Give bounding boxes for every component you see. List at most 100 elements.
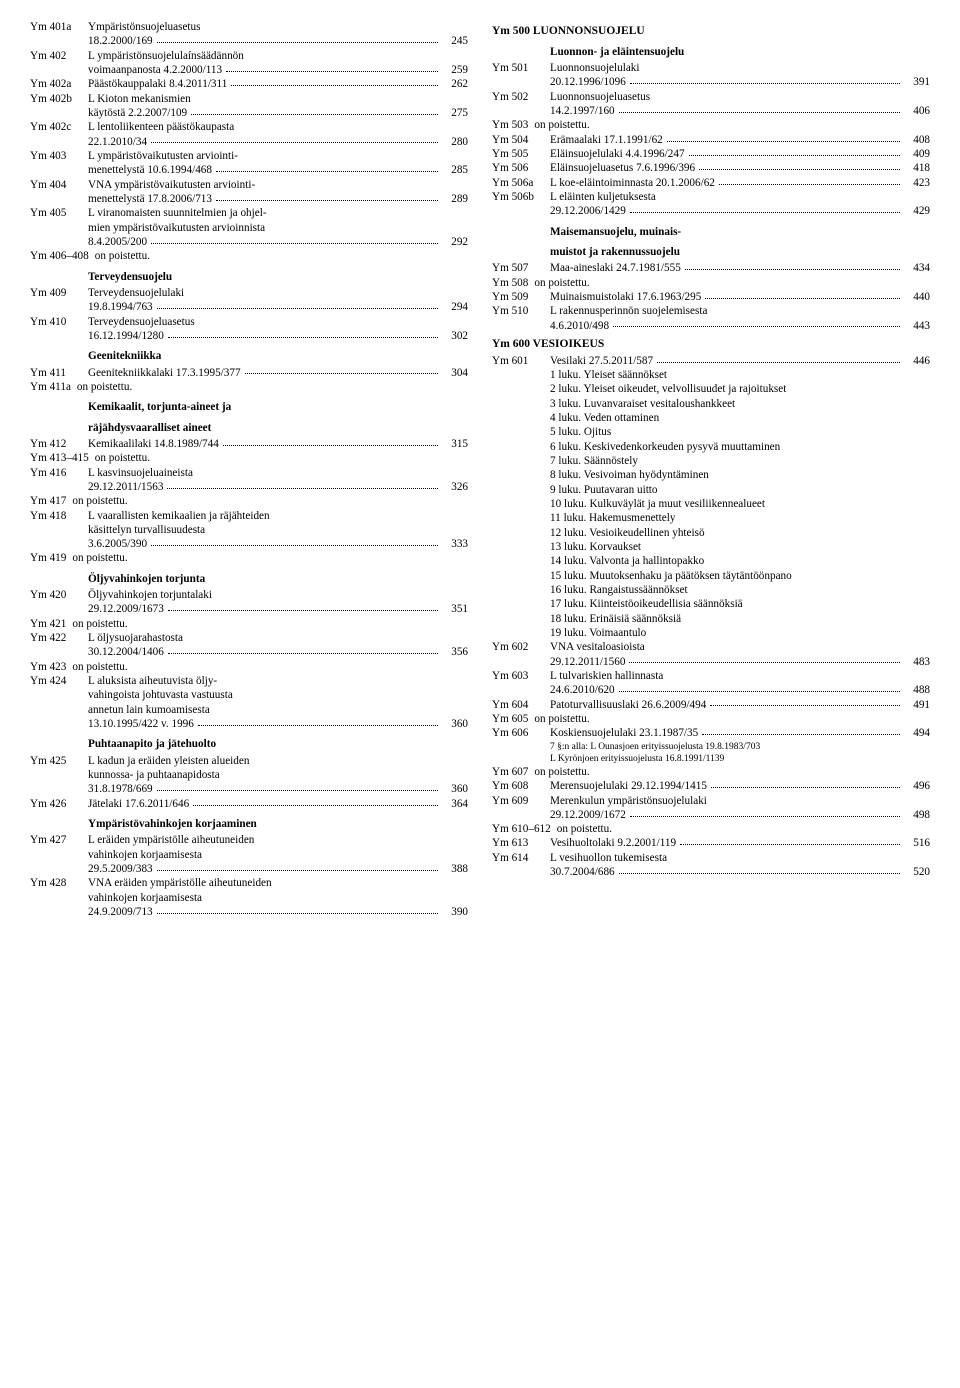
toc-entry: Ym 601Vesilaki 27.5.2011/587446 — [492, 354, 930, 368]
leader-dots — [667, 133, 900, 142]
section-heading-major: Ym 600 VESIOIKEUS — [492, 337, 930, 352]
leader-dots — [629, 655, 900, 664]
toc-plain: Ym 413–415on poistettu. — [30, 451, 468, 465]
entry-text: 4.6.2010/498 — [550, 319, 609, 333]
entry-code: Ym 604 — [492, 698, 550, 712]
entry-page: 390 — [442, 905, 468, 919]
chapter-line: 11 luku. Hakemusmenettely — [550, 511, 930, 525]
chapter-line: 18 luku. Erinäisiä säännöksiä — [550, 612, 930, 626]
entry-text: L aluksista aiheutuvista öljy- — [88, 674, 217, 688]
leader-dots — [193, 797, 438, 806]
leader-dots — [198, 717, 438, 726]
toc-plain: Ym 508on poistettu. — [492, 276, 930, 290]
entry-code: Ym 501 — [492, 61, 550, 75]
leader-dots — [719, 176, 900, 185]
toc-entry: 29.5.2009/383388 — [30, 862, 468, 876]
entry-text: vahinkojen korjaamisesta — [88, 891, 202, 905]
entry-text: Jätelaki 17.6.2011/646 — [88, 797, 189, 811]
entry-page: 294 — [442, 300, 468, 314]
toc-entry: 29.12.2006/1429429 — [492, 204, 930, 218]
entry-text: L lentoliikenteen päästökaupasta — [88, 120, 234, 134]
entry-text: 20.12.1996/1096 — [550, 75, 626, 89]
entry-text: L eräiden ympäristölle aiheutuneiden — [88, 833, 254, 847]
toc-entry: Ym 613Vesihuoltolaki 9.2.2001/119516 — [492, 836, 930, 850]
entry-code: Ym 507 — [492, 261, 550, 275]
entry-text: L kasvinsuojeluaineista — [88, 466, 193, 480]
entry-page: 488 — [904, 683, 930, 697]
toc-entry: 31.8.1978/669360 — [30, 782, 468, 796]
entry-code: Ym 402a — [30, 77, 88, 91]
chapter-line: 10 luku. Kulkuväylät ja muut vesiliikenn… — [550, 497, 930, 511]
entry-text: Terveydensuojelulaki — [88, 286, 184, 300]
leader-dots — [711, 779, 900, 788]
toc-entry: Ym 405L viranomaisten suunnitelmien ja o… — [30, 206, 468, 220]
entry-text: käsittelyn turvallisuudesta — [88, 523, 205, 537]
section-heading: Öljyvahinkojen torjunta — [88, 572, 468, 586]
entry-text: kunnossa- ja puhtaanapidosta — [88, 768, 220, 782]
entry-text: VNA ympäristövaikutusten arviointi- — [88, 178, 255, 192]
entry-code: Ym 506 — [492, 161, 550, 175]
chapter-line: 2 luku. Yleiset oikeudet, velvollisuudet… — [550, 382, 930, 396]
entry-page: 440 — [904, 290, 930, 304]
section-heading: Kemikaalit, torjunta-aineet ja — [88, 400, 468, 414]
entry-page: 245 — [442, 34, 468, 48]
entry-code: Ym 607 — [492, 765, 528, 779]
toc-entry: Ym 403L ympäristövaikutusten arviointi- — [30, 149, 468, 163]
toc-entry: Ym 402aPäästökauppalaki 8.4.2011/311 262 — [30, 77, 468, 91]
entry-text: 29.12.2006/1429 — [550, 204, 626, 218]
entry-text: Terveydensuojeluasetus — [88, 315, 195, 329]
entry-text: mien ympäristövaikutusten arvioinnista — [88, 221, 265, 235]
entry-text: Geenitekniikkalaki 17.3.1995/377 — [88, 366, 241, 380]
entry-code: Ym 508 — [492, 276, 528, 290]
entry-text: Päästökauppalaki 8.4.2011/311 — [88, 77, 227, 91]
entry-code: Ym 610–612 — [492, 822, 551, 836]
leader-dots — [191, 106, 438, 115]
entry-page: 262 — [442, 77, 468, 91]
entry-text: L kadun ja eräiden yleisten alueiden — [88, 754, 249, 768]
entry-text: L tulvariskien hallinnasta — [550, 669, 663, 683]
entry-text: 22.1.2010/34 — [88, 135, 147, 149]
page-container: Ym 401aYmpäristönsuojeluasetus18.2.2000/… — [0, 0, 960, 1388]
leader-dots — [151, 235, 438, 244]
entry-text: on poistettu. — [95, 451, 150, 465]
entry-code: Ym 606 — [492, 726, 550, 740]
entry-text: 29.12.2009/1673 — [88, 602, 164, 616]
entry-text: 30.12.2004/1406 — [88, 645, 164, 659]
entry-page: 494 — [904, 726, 930, 740]
entry-code: Ym 603 — [492, 669, 550, 683]
entry-text: 29.5.2009/383 — [88, 862, 153, 876]
toc-entry: Ym 507Maa-aineslaki 24.7.1981/555434 — [492, 261, 930, 275]
chapter-line: 13 luku. Korvaukset — [550, 540, 930, 554]
entry-text: menettelystä 10.6.1994/468 — [88, 163, 212, 177]
toc-entry: 20.12.1996/1096391 — [492, 75, 930, 89]
entry-code: Ym 411a — [30, 380, 71, 394]
entry-text: VNA eräiden ympäristölle aiheutuneiden — [88, 876, 272, 890]
entry-text: Öljyvahinkojen torjuntalaki — [88, 588, 212, 602]
entry-text: 3.6.2005/390 — [88, 537, 147, 551]
toc-entry: 18.2.2000/169 245 — [30, 34, 468, 48]
toc-plain: Ym 417on poistettu. — [30, 494, 468, 508]
section-heading-major: Ym 500 LUONNONSUOJELU — [492, 24, 930, 39]
entry-code: Ym 417 — [30, 494, 66, 508]
toc-entry: Ym 608Merensuojelulaki 29.12.1994/141549… — [492, 779, 930, 793]
entry-text: Maa-aineslaki 24.7.1981/555 — [550, 261, 681, 275]
entry-text: Eläinsuojeluasetus 7.6.1996/396 — [550, 161, 695, 175]
toc-entry: 24.6.2010/620488 — [492, 683, 930, 697]
entry-page: 333 — [442, 537, 468, 551]
entry-page: 483 — [904, 655, 930, 669]
leader-dots — [151, 537, 438, 546]
toc-entry: käsittelyn turvallisuudesta — [30, 523, 468, 537]
toc-entry: 24.9.2009/713390 — [30, 905, 468, 919]
leader-dots — [613, 319, 900, 328]
toc-entry: 4.6.2010/498443 — [492, 319, 930, 333]
chapter-line: 12 luku. Vesioikeudellinen yhteisö — [550, 526, 930, 540]
entry-page: 491 — [904, 698, 930, 712]
toc-entry: annetun lain kumoamisesta — [30, 703, 468, 717]
entry-code: Ym 601 — [492, 354, 550, 368]
entry-text: 19.8.1994/763 — [88, 300, 153, 314]
toc-entry: Ym 603L tulvariskien hallinnasta — [492, 669, 930, 683]
entry-text: 18.2.2000/169 — [88, 34, 153, 48]
leader-dots — [619, 683, 900, 692]
toc-entry: 22.1.2010/34280 — [30, 135, 468, 149]
section-heading: räjähdysvaaralliset aineet — [88, 421, 468, 435]
